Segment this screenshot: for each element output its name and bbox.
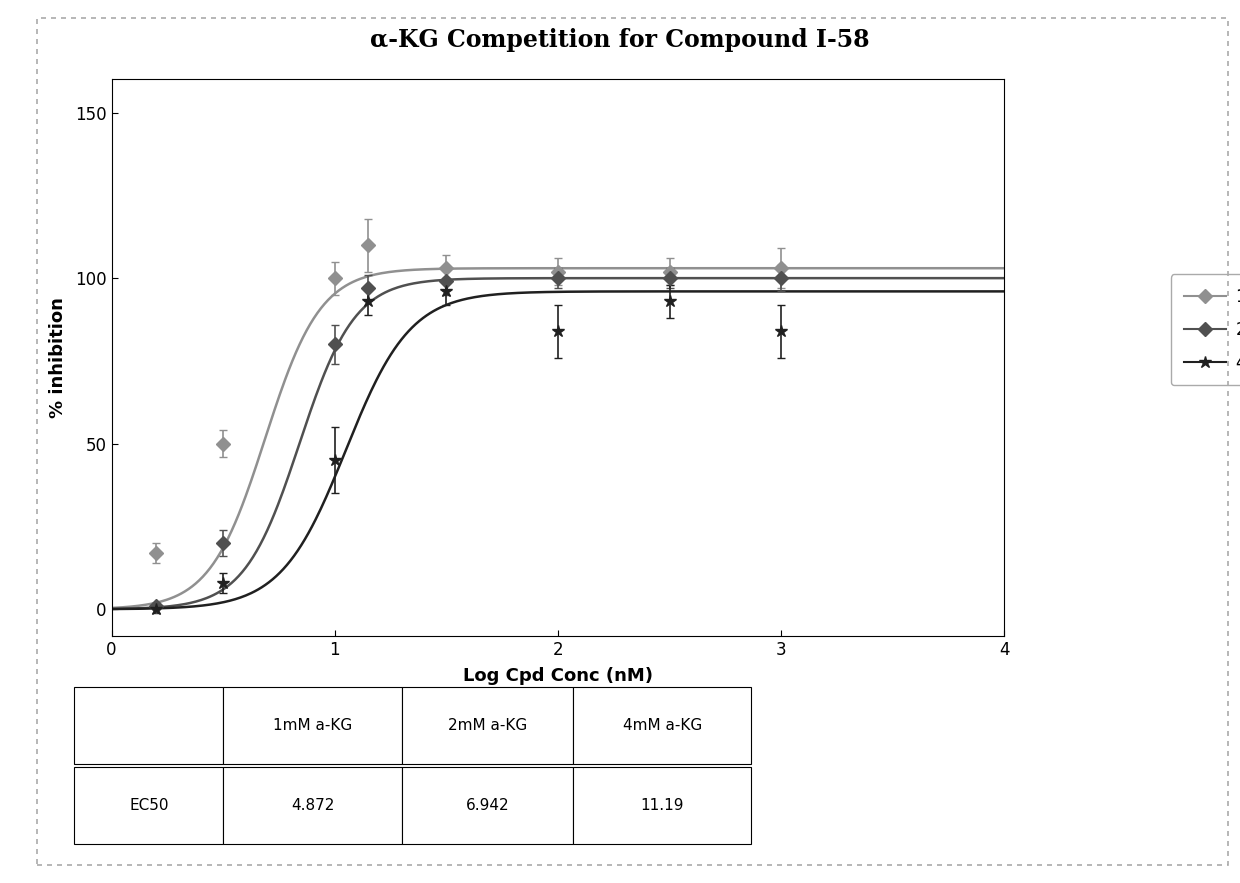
Text: 1mM a-KG: 1mM a-KG — [273, 718, 352, 733]
Bar — [402, 767, 573, 844]
X-axis label: Log Cpd Conc (nM): Log Cpd Conc (nM) — [463, 667, 653, 685]
Text: 6.942: 6.942 — [465, 798, 510, 813]
Text: 4mM a-KG: 4mM a-KG — [622, 718, 702, 733]
Text: α-KG Competition for Compound I-58: α-KG Competition for Compound I-58 — [371, 27, 869, 52]
Bar — [573, 767, 751, 844]
Bar — [402, 687, 573, 764]
Bar — [223, 767, 402, 844]
Y-axis label: % inhibition: % inhibition — [48, 298, 67, 418]
Text: 4.872: 4.872 — [291, 798, 334, 813]
Bar — [223, 687, 402, 764]
Text: 11.19: 11.19 — [640, 798, 684, 813]
Text: EC50: EC50 — [129, 798, 169, 813]
Bar — [74, 767, 223, 844]
Bar — [573, 687, 751, 764]
Bar — [74, 687, 223, 764]
Legend: 1mM a-KG, 2mM a-KG, 4mM a-KG: 1mM a-KG, 2mM a-KG, 4mM a-KG — [1171, 275, 1240, 385]
Text: 2mM a-KG: 2mM a-KG — [448, 718, 527, 733]
